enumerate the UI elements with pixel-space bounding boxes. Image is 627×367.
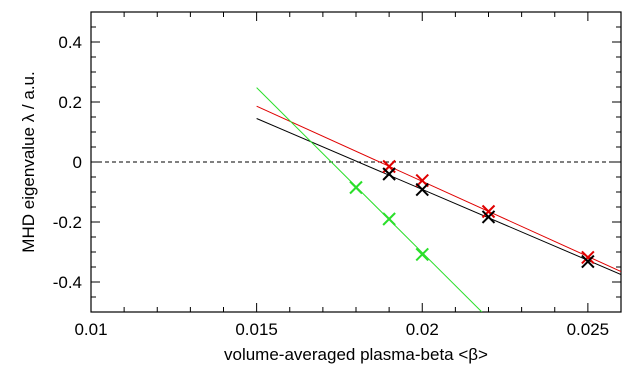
x-tick-label: 0.015	[235, 320, 278, 339]
data-point-series-2	[382, 167, 396, 181]
fit-line-series-2	[256, 118, 621, 275]
y-tick-label: 0.4	[58, 33, 82, 52]
fit-line-series-1	[256, 105, 621, 272]
y-axis-title: MHD eigenvalue λ / a.u.	[19, 71, 38, 252]
axis-ticks	[90, 11, 622, 313]
data-point-series-3	[349, 180, 363, 195]
data-point-series-2	[481, 210, 496, 224]
data-point-series-3	[382, 212, 396, 226]
plot-area	[91, 87, 621, 312]
x-tick-label: 0.01	[74, 320, 107, 339]
x-tick-label: 0.02	[406, 320, 439, 339]
y-tick-label: 0	[73, 153, 82, 172]
x-tick-label: 0.025	[567, 320, 610, 339]
y-tick-label: -0.2	[53, 213, 82, 232]
y-tick-label: 0.2	[58, 93, 82, 112]
data-point-series-2	[581, 254, 595, 269]
x-axis-title: volume-averaged plasma-beta <β>	[224, 345, 488, 364]
data-point-series-1	[581, 250, 595, 265]
data-point-series-3	[415, 247, 429, 262]
data-point-series-1	[481, 204, 496, 219]
data-point-series-2	[415, 182, 429, 197]
y-tick-label: -0.4	[53, 273, 82, 292]
fit-line-series-3	[256, 87, 483, 312]
axis-tick-labels: 0.01 0.015 0.02 0.025 -0.4 -0.2 0 0.2 0.4	[53, 33, 609, 339]
